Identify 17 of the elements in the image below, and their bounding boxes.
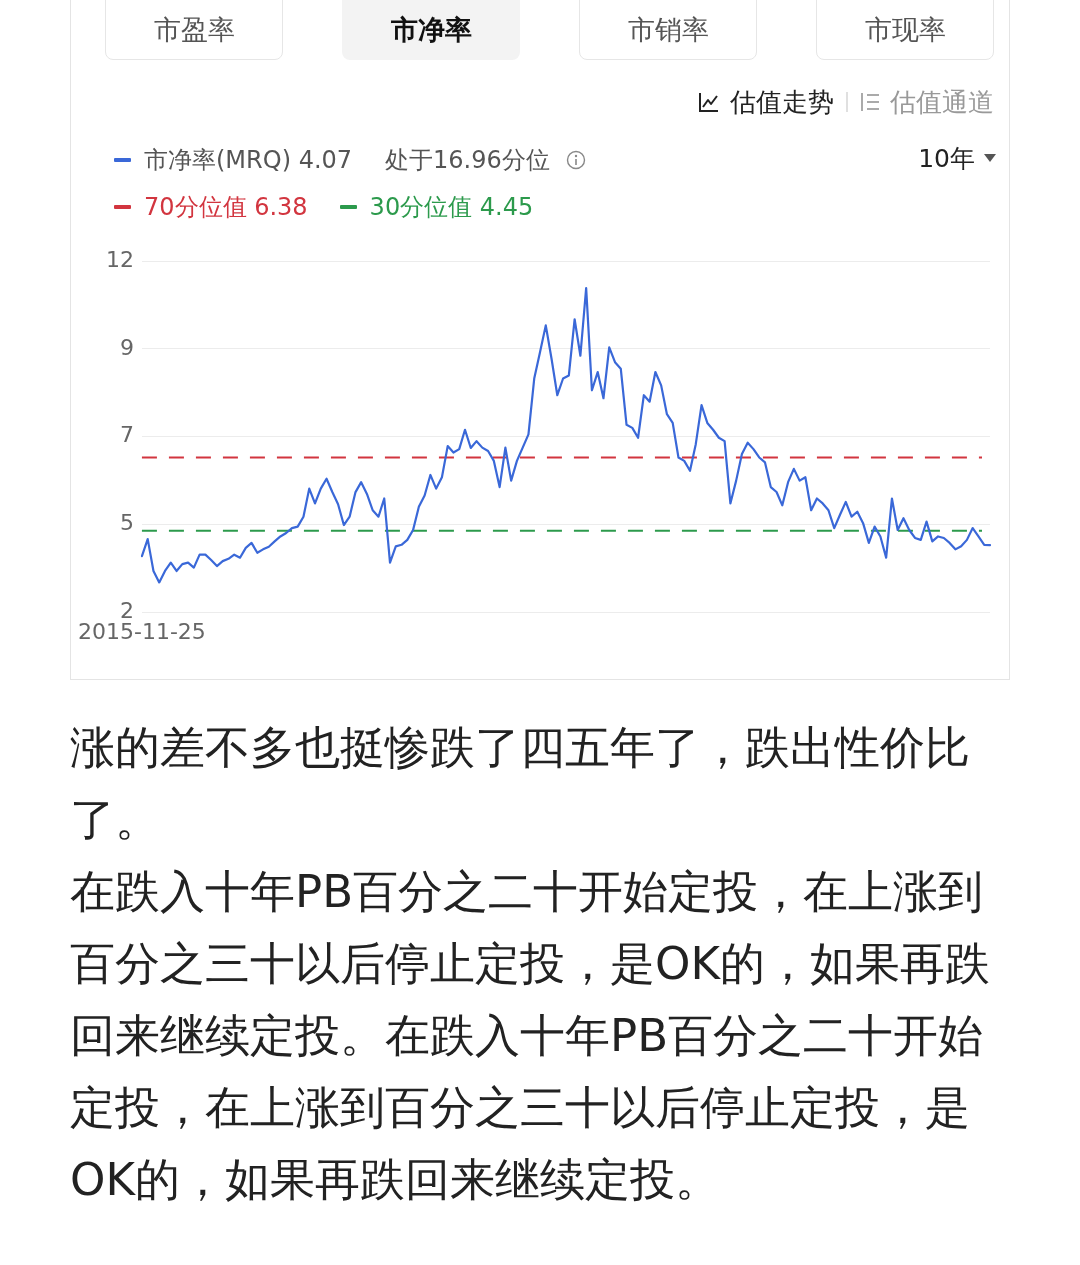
tab-button: 市盈率: [105, 0, 283, 60]
tab-button: 市净率: [342, 0, 520, 60]
tab-button: 市销率: [579, 0, 757, 60]
text: 处于16.96分位: [385, 145, 550, 176]
text: 涨的差不多也挺惨跌了四五年了，跌出性价比了。: [70, 720, 971, 848]
y-tick-label: 5: [119, 510, 134, 536]
tab-button: 市现率: [816, 0, 994, 60]
text: 在跌入十年PB百分之二十开始定投，在上涨到百分之三十以后停止定投，是OK的，如果再跌回来继续定投。在跌入十年PB百分之二十开始定投，在上涨到百分之三十以后停止定投，是OK的，如果再跌回来继续定投。: [70, 864, 991, 1208]
legend-label: 70分位值 6.38: [144, 192, 308, 223]
legend-label: 30分位值 4.45: [369, 192, 534, 223]
y-tick-label: 12: [105, 246, 134, 272]
text: 估值走势: [730, 85, 834, 119]
text: 估值通道: [890, 85, 994, 119]
y-tick-label: 9: [119, 334, 134, 360]
y-tick-label: 7: [119, 422, 134, 448]
text: 10年: [918, 142, 975, 175]
legend-label: 市净率(MRQ) 4.07: [144, 145, 353, 176]
